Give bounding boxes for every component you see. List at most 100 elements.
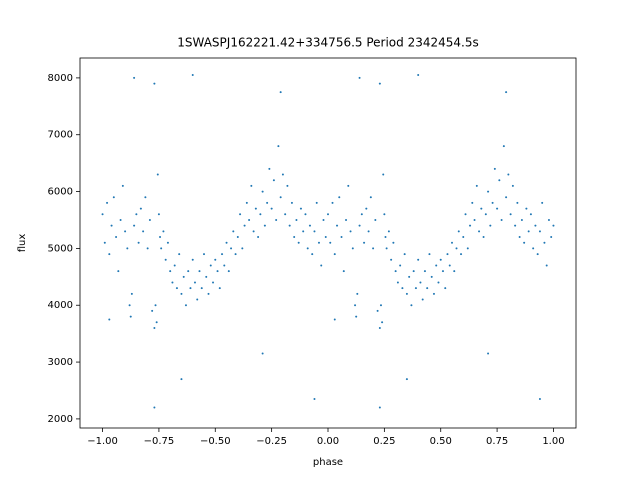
data-point bbox=[437, 281, 440, 284]
data-point bbox=[430, 275, 433, 278]
data-point bbox=[232, 230, 235, 233]
data-point bbox=[101, 213, 104, 216]
data-point bbox=[286, 184, 289, 187]
data-point bbox=[236, 236, 239, 239]
data-point bbox=[381, 321, 384, 324]
data-point bbox=[153, 82, 156, 85]
data-point bbox=[193, 281, 196, 284]
data-point bbox=[148, 218, 151, 221]
data-point bbox=[457, 230, 460, 233]
data-point bbox=[121, 184, 124, 187]
data-point bbox=[354, 304, 357, 307]
data-point bbox=[487, 352, 490, 355]
data-point bbox=[245, 201, 248, 204]
data-point bbox=[347, 184, 350, 187]
data-point bbox=[124, 230, 127, 233]
data-point bbox=[426, 287, 429, 290]
data-point bbox=[403, 253, 406, 256]
data-point bbox=[405, 292, 408, 295]
data-point bbox=[137, 241, 140, 244]
data-point bbox=[520, 218, 523, 221]
data-point bbox=[218, 287, 221, 290]
data-point bbox=[372, 247, 375, 250]
data-point bbox=[441, 270, 444, 273]
data-point bbox=[297, 241, 300, 244]
data-point bbox=[392, 241, 395, 244]
data-point bbox=[112, 196, 115, 199]
data-point bbox=[322, 218, 325, 221]
data-point bbox=[525, 207, 528, 210]
y-tick-label: 3000 bbox=[48, 357, 73, 368]
data-point bbox=[288, 224, 291, 227]
data-point bbox=[324, 236, 327, 239]
data-point bbox=[241, 247, 244, 250]
data-point bbox=[545, 264, 548, 267]
data-point bbox=[423, 270, 426, 273]
data-point bbox=[428, 253, 431, 256]
data-point bbox=[405, 378, 408, 381]
data-point bbox=[511, 184, 514, 187]
data-point bbox=[471, 201, 474, 204]
data-point bbox=[532, 247, 535, 250]
y-tick-label: 4000 bbox=[48, 300, 73, 311]
data-point bbox=[367, 230, 370, 233]
data-point bbox=[221, 253, 224, 256]
data-point bbox=[333, 318, 336, 321]
y-tick-label: 2000 bbox=[48, 414, 73, 425]
data-point bbox=[419, 281, 422, 284]
data-point bbox=[299, 207, 302, 210]
data-point bbox=[306, 247, 309, 250]
data-point bbox=[225, 241, 228, 244]
data-point bbox=[259, 213, 262, 216]
data-point bbox=[509, 213, 512, 216]
data-point bbox=[254, 207, 257, 210]
data-point bbox=[191, 74, 194, 77]
data-point bbox=[484, 213, 487, 216]
data-point bbox=[552, 224, 555, 227]
data-point bbox=[356, 292, 359, 295]
data-point bbox=[446, 253, 449, 256]
data-point bbox=[417, 74, 420, 77]
data-point bbox=[156, 173, 159, 176]
data-point bbox=[189, 287, 192, 290]
data-point bbox=[444, 287, 447, 290]
data-point bbox=[475, 184, 478, 187]
data-point bbox=[175, 287, 178, 290]
data-point bbox=[496, 207, 499, 210]
data-point bbox=[421, 298, 424, 301]
data-point bbox=[234, 253, 237, 256]
data-point bbox=[384, 236, 387, 239]
data-point bbox=[279, 196, 282, 199]
data-point bbox=[514, 224, 517, 227]
data-point bbox=[527, 230, 530, 233]
data-point bbox=[133, 76, 136, 79]
data-point bbox=[115, 236, 118, 239]
data-point bbox=[469, 224, 472, 227]
x-axis-label: phase bbox=[313, 457, 343, 468]
data-point bbox=[518, 236, 521, 239]
data-point bbox=[327, 213, 329, 216]
data-point bbox=[180, 292, 183, 295]
data-point bbox=[164, 258, 167, 261]
data-point bbox=[493, 167, 496, 170]
data-point bbox=[196, 298, 199, 301]
data-point bbox=[473, 218, 476, 221]
data-point bbox=[142, 230, 145, 233]
data-point bbox=[207, 292, 210, 295]
data-point bbox=[248, 218, 251, 221]
y-tick-label: 8000 bbox=[48, 73, 73, 84]
data-point bbox=[448, 264, 451, 267]
y-axis-label: flux bbox=[17, 234, 28, 253]
data-point bbox=[351, 247, 354, 250]
data-point bbox=[480, 207, 483, 210]
data-point bbox=[505, 91, 508, 94]
data-point bbox=[414, 287, 417, 290]
data-point bbox=[482, 236, 485, 239]
data-point bbox=[451, 241, 453, 244]
data-point bbox=[523, 241, 526, 244]
data-point bbox=[439, 258, 442, 261]
data-point bbox=[435, 264, 438, 267]
data-point bbox=[383, 213, 386, 216]
data-point bbox=[313, 398, 316, 401]
data-point bbox=[315, 201, 318, 204]
